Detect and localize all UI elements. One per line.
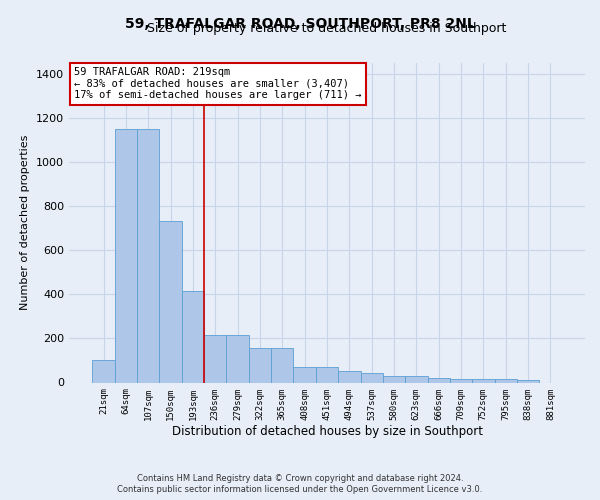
Bar (428, 378, 450, 382)
Title: Size of property relative to detached houses in Southport: Size of property relative to detached ho… (148, 22, 506, 35)
Bar (293, 367, 316, 382)
Bar (450, 379, 472, 382)
Bar (160, 222, 182, 382)
Bar (405, 376, 428, 382)
Y-axis label: Number of detached properties: Number of detached properties (20, 135, 31, 310)
Bar (361, 372, 383, 382)
Bar (517, 380, 539, 382)
Bar (226, 335, 249, 382)
Text: 59 TRAFALGAR ROAD: 219sqm
← 83% of detached houses are smaller (3,407)
17% of se: 59 TRAFALGAR ROAD: 219sqm ← 83% of detac… (74, 68, 362, 100)
Text: Contains HM Land Registry data © Crown copyright and database right 2024.
Contai: Contains HM Land Registry data © Crown c… (118, 474, 482, 494)
Bar (182, 291, 204, 382)
Bar (472, 379, 494, 382)
Bar (137, 128, 160, 382)
Bar (494, 379, 517, 382)
Bar (383, 376, 405, 382)
Bar (115, 128, 137, 382)
Bar (204, 335, 226, 382)
Bar (92, 360, 115, 382)
Bar (338, 372, 361, 382)
Bar (316, 367, 338, 382)
Text: 59, TRAFALGAR ROAD, SOUTHPORT, PR8 2NL: 59, TRAFALGAR ROAD, SOUTHPORT, PR8 2NL (125, 18, 475, 32)
Bar (271, 348, 293, 382)
Bar (249, 348, 271, 382)
X-axis label: Distribution of detached houses by size in Southport: Distribution of detached houses by size … (172, 425, 482, 438)
